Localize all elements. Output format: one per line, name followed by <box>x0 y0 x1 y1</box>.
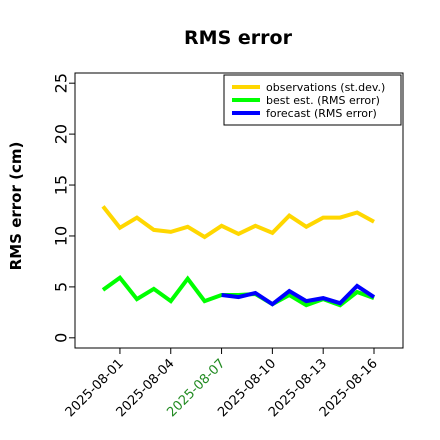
y-tick-label-2: 10 <box>52 226 71 246</box>
y-tick-label-1: 5 <box>52 282 71 292</box>
y-tick-label-3: 15 <box>52 175 71 195</box>
legend-label-0: observations (st.dev.) <box>266 81 385 94</box>
y-tick-label-5: 25 <box>52 73 71 93</box>
series-line-0 <box>101 205 375 240</box>
legend-label-2: forecast (RMS error) <box>266 107 377 120</box>
y-axis-label: RMS error (cm) <box>7 142 25 271</box>
plot-frame <box>74 72 404 349</box>
y-tick-label-0: 0 <box>52 333 71 343</box>
legend-label-1: best est. (RMS error) <box>266 94 380 107</box>
chart-title: RMS error <box>184 27 293 49</box>
y-tick-label-4: 20 <box>52 124 71 144</box>
legend: observations (st.dev.)best est. (RMS err… <box>223 74 402 126</box>
series-line-2 <box>221 283 376 307</box>
